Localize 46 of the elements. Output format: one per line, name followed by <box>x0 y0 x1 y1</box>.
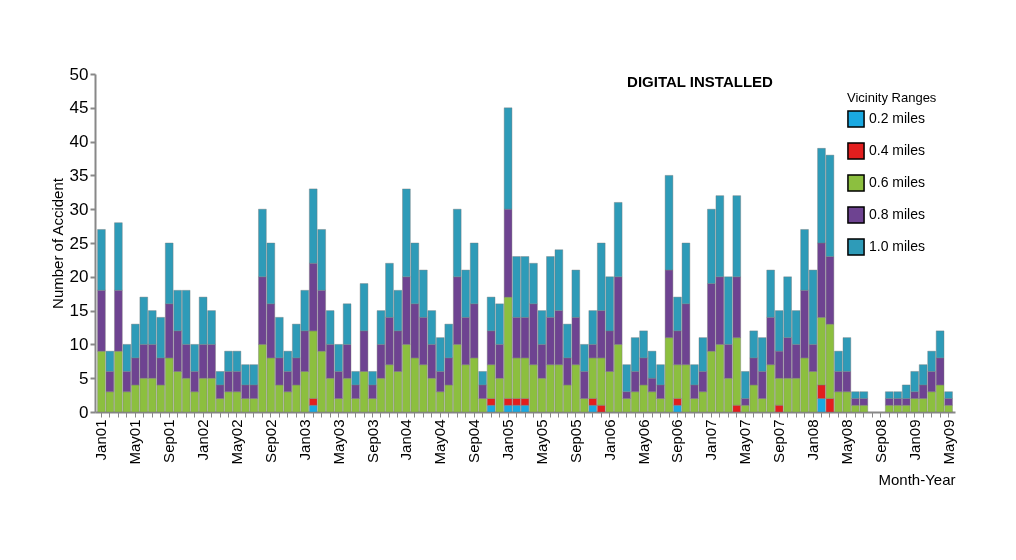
annotation: DIGITAL INSTALLED <box>627 73 774 90</box>
x-tick-label: Jan02 <box>194 419 212 461</box>
x-tick-label: Sep02 <box>261 419 279 463</box>
x-tick-label: May04 <box>431 419 449 465</box>
x-tick-label: Sep05 <box>566 419 584 463</box>
x-tick-label: Jan06 <box>600 419 618 461</box>
x-axis-title: Month-Year <box>878 470 956 488</box>
x-tick-label: Jan07 <box>702 419 720 461</box>
y-tick-label: 45 <box>69 98 89 118</box>
x-tick-label: May06 <box>634 419 652 465</box>
legend-label: 1.0 miles <box>869 238 926 254</box>
y-tick-label: 10 <box>69 334 89 354</box>
x-tick-label: May03 <box>329 419 347 465</box>
legend-title: Vicinity Ranges <box>847 90 937 105</box>
x-tick-label: Sep03 <box>363 419 381 463</box>
legend-label: 0.2 miles <box>869 110 926 126</box>
x-tick-label: Sep07 <box>770 419 788 463</box>
x-tick-label: Sep08 <box>871 419 889 463</box>
x-tick-label: Jan09 <box>905 419 923 461</box>
x-tick-label: Sep06 <box>668 419 686 463</box>
x-tick-label: May02 <box>227 419 245 465</box>
x-tick-label: May07 <box>736 419 754 465</box>
x-tick-label: May08 <box>837 419 855 465</box>
legend-label: 0.8 miles <box>869 206 926 222</box>
x-tick-label: May01 <box>126 419 144 465</box>
y-tick-label: 5 <box>79 368 89 388</box>
y-tick-label: 50 <box>69 64 89 84</box>
x-tick-label: May05 <box>532 419 550 465</box>
x-tick-label: Sep01 <box>160 419 178 463</box>
x-tick-label: Jan04 <box>397 419 415 461</box>
x-tick-label: Jan08 <box>804 419 822 461</box>
y-tick-label: 35 <box>69 165 89 185</box>
y-tick-label: 0 <box>79 402 89 422</box>
y-tick-label: 40 <box>69 132 89 152</box>
x-tick-label: Sep04 <box>465 419 483 463</box>
x-tick-label: Jan03 <box>295 419 313 461</box>
y-tick-label: 15 <box>69 301 89 321</box>
legend-label: 0.4 miles <box>869 142 926 158</box>
y-tick-label: 20 <box>69 267 89 287</box>
y-tick-label: 30 <box>69 199 89 219</box>
x-tick-label: Jan01 <box>92 419 110 461</box>
legend-label: 0.6 miles <box>869 174 926 190</box>
y-tick-label: 25 <box>69 233 89 253</box>
x-tick-label: Jan05 <box>499 419 517 461</box>
x-tick-label: May09 <box>939 419 957 465</box>
y-axis-title: Number of Accident <box>48 177 66 309</box>
